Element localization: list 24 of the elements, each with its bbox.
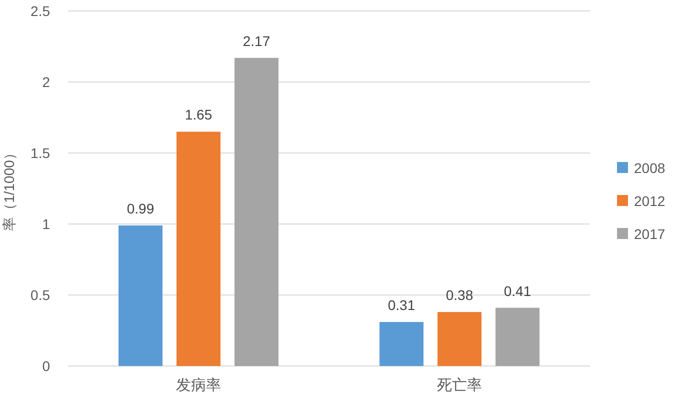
y-tick-label: 1 xyxy=(42,216,50,232)
y-axis-title: 率（1/1000） xyxy=(1,146,17,231)
bar xyxy=(234,58,278,366)
y-tick-label: 2 xyxy=(42,74,50,90)
legend-label: 2008 xyxy=(634,160,666,176)
bar xyxy=(118,225,162,366)
x-tick-label: 死亡率 xyxy=(437,377,482,394)
legend-label: 2017 xyxy=(634,226,666,242)
y-tick-label: 0.5 xyxy=(30,287,50,303)
bar xyxy=(438,312,482,366)
y-tick-label: 0 xyxy=(42,358,50,374)
bar xyxy=(496,308,540,366)
y-tick-label: 2.5 xyxy=(30,3,50,19)
y-tick-label: 1.5 xyxy=(30,145,50,161)
bar xyxy=(380,322,424,366)
data-label: 1.65 xyxy=(184,106,212,123)
data-label: 0.41 xyxy=(504,282,532,299)
legend-label: 2012 xyxy=(634,193,666,209)
x-tick-label: 发病率 xyxy=(176,377,221,394)
data-label: 0.99 xyxy=(126,200,154,216)
data-label: 0.38 xyxy=(446,287,474,304)
data-label: 2.17 xyxy=(242,32,270,49)
data-label: 0.31 xyxy=(388,296,416,313)
bar xyxy=(176,132,220,366)
